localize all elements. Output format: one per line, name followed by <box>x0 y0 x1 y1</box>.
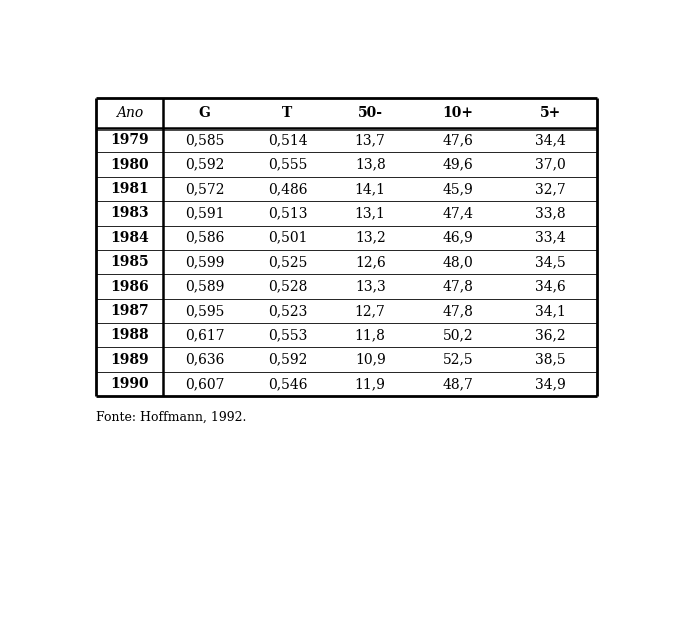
Text: 49,6: 49,6 <box>443 158 473 172</box>
Text: 0,595: 0,595 <box>185 304 225 318</box>
Text: 1984: 1984 <box>110 231 149 245</box>
Text: 1989: 1989 <box>110 353 149 367</box>
Text: 0,528: 0,528 <box>268 280 307 294</box>
Text: 1979: 1979 <box>110 134 149 147</box>
Text: 1988: 1988 <box>110 329 149 342</box>
Text: 33,8: 33,8 <box>535 206 566 220</box>
Text: Ano: Ano <box>116 106 143 120</box>
Text: G: G <box>199 106 210 120</box>
Text: 46,9: 46,9 <box>443 231 473 245</box>
Text: 13,1: 13,1 <box>355 206 385 220</box>
Text: 0,525: 0,525 <box>268 255 307 269</box>
Text: 0,555: 0,555 <box>268 158 307 172</box>
Text: 50-: 50- <box>358 106 383 120</box>
Text: 1990: 1990 <box>110 377 149 391</box>
Text: 36,2: 36,2 <box>535 329 566 342</box>
Text: 45,9: 45,9 <box>443 182 473 196</box>
Text: 34,6: 34,6 <box>535 280 566 294</box>
Text: 10+: 10+ <box>443 106 473 120</box>
Text: 11,8: 11,8 <box>355 329 385 342</box>
Text: 0,586: 0,586 <box>185 231 225 245</box>
Text: 11,9: 11,9 <box>355 377 385 391</box>
Text: 37,0: 37,0 <box>535 158 566 172</box>
Text: 0,514: 0,514 <box>268 134 307 147</box>
Text: 0,585: 0,585 <box>185 134 225 147</box>
Text: 38,5: 38,5 <box>535 353 566 367</box>
Text: 13,2: 13,2 <box>355 231 385 245</box>
Text: 0,636: 0,636 <box>185 353 225 367</box>
Text: 48,7: 48,7 <box>443 377 473 391</box>
Text: 52,5: 52,5 <box>443 353 473 367</box>
Text: T: T <box>283 106 293 120</box>
Text: 0,592: 0,592 <box>185 158 225 172</box>
Text: 1985: 1985 <box>110 255 149 269</box>
Text: 13,7: 13,7 <box>355 134 385 147</box>
Text: 47,4: 47,4 <box>443 206 473 220</box>
Text: 13,8: 13,8 <box>355 158 385 172</box>
Text: 33,4: 33,4 <box>535 231 566 245</box>
Text: 0,617: 0,617 <box>185 329 225 342</box>
Text: 34,9: 34,9 <box>535 377 566 391</box>
Text: 47,8: 47,8 <box>443 280 473 294</box>
Text: 0,599: 0,599 <box>185 255 225 269</box>
Text: 0,591: 0,591 <box>185 206 225 220</box>
Text: 1983: 1983 <box>110 206 149 220</box>
Text: 47,8: 47,8 <box>443 304 473 318</box>
Text: 0,501: 0,501 <box>268 231 307 245</box>
Text: 48,0: 48,0 <box>443 255 473 269</box>
Text: 0,589: 0,589 <box>185 280 225 294</box>
Text: 0,592: 0,592 <box>268 353 307 367</box>
Text: 1981: 1981 <box>110 182 149 196</box>
Text: 10,9: 10,9 <box>355 353 385 367</box>
Text: 0,607: 0,607 <box>185 377 225 391</box>
Text: 12,6: 12,6 <box>355 255 385 269</box>
Text: 12,7: 12,7 <box>355 304 385 318</box>
Text: Fonte: Hoffmann, 1992.: Fonte: Hoffmann, 1992. <box>95 411 246 424</box>
Text: 0,523: 0,523 <box>268 304 307 318</box>
Text: 34,5: 34,5 <box>535 255 566 269</box>
Text: 50,2: 50,2 <box>443 329 473 342</box>
Text: 1986: 1986 <box>110 280 149 294</box>
Text: 13,3: 13,3 <box>355 280 385 294</box>
Text: 0,572: 0,572 <box>185 182 225 196</box>
Text: 5+: 5+ <box>540 106 561 120</box>
Text: 0,553: 0,553 <box>268 329 307 342</box>
Text: 0,486: 0,486 <box>268 182 307 196</box>
Text: 0,513: 0,513 <box>268 206 307 220</box>
Text: 0,546: 0,546 <box>268 377 307 391</box>
Text: 14,1: 14,1 <box>355 182 385 196</box>
Text: 47,6: 47,6 <box>443 134 473 147</box>
Text: 34,1: 34,1 <box>535 304 566 318</box>
Text: 1980: 1980 <box>110 158 149 172</box>
Text: 34,4: 34,4 <box>535 134 566 147</box>
Text: 32,7: 32,7 <box>535 182 566 196</box>
Text: 1987: 1987 <box>110 304 149 318</box>
